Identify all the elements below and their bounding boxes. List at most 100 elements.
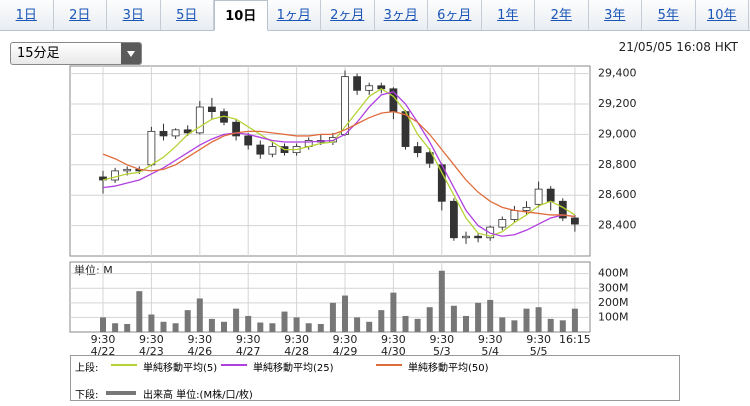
candle-body: [207, 106, 216, 113]
x-tick-label: 9:30 4/30: [381, 333, 406, 358]
legend-upper-label: 上段:: [75, 363, 99, 374]
period-tab[interactable]: 3ヶ月: [375, 0, 428, 30]
candle-body: [510, 209, 519, 220]
volume-bar: [112, 323, 119, 332]
y-tick-label: 29,200: [598, 97, 637, 110]
y-tick-label: 28,600: [598, 188, 637, 201]
volume-bar: [172, 323, 179, 332]
legend-swatch: [106, 391, 136, 395]
volume-bar: [269, 323, 276, 332]
volume-bar: [402, 315, 409, 332]
candle-body: [498, 219, 507, 228]
candle-body: [425, 152, 434, 164]
x-tick-label: 9:30 4/23: [139, 333, 164, 358]
candle-body: [244, 135, 253, 146]
volume-bar: [414, 318, 421, 332]
legend-entry: 単純移動平均(25): [253, 363, 334, 374]
volume-bar: [571, 308, 578, 332]
volume-bar: [438, 270, 445, 332]
x-tick-label: 9:30 5/4: [477, 333, 503, 358]
period-tab[interactable]: 3年: [589, 0, 642, 30]
period-tab[interactable]: 10日: [214, 0, 268, 31]
volume-bar: [523, 308, 530, 332]
volume-bar: [450, 305, 457, 332]
ma-line: [102, 91, 575, 237]
volume-bar: [257, 322, 264, 332]
candle-body: [111, 170, 119, 181]
x-tick-label: 9:30 4/29: [332, 333, 358, 358]
candle-body: [147, 130, 156, 166]
period-tab[interactable]: 5年: [642, 0, 696, 30]
volume-bar: [184, 310, 191, 332]
volume-bar: [390, 292, 397, 332]
candle-body: [413, 146, 422, 154]
x-tick-label: 9:30 4/28: [284, 333, 309, 358]
volume-bar: [148, 314, 155, 332]
candle-body: [195, 106, 204, 134]
volume-bar: [317, 323, 324, 332]
period-tab[interactable]: 6ヶ月: [428, 0, 482, 30]
legend-entry: 単純移動平均(5): [143, 363, 218, 374]
legend-swatch: [221, 364, 247, 366]
candle-body: [474, 235, 483, 239]
volume-bar: [426, 307, 433, 332]
volume-bar: [535, 307, 542, 332]
y-tick-label: 29,000: [598, 127, 637, 140]
candle-body: [183, 129, 192, 134]
period-tab[interactable]: 5日: [161, 0, 214, 30]
volume-bar: [378, 310, 385, 332]
volume-bar: [547, 318, 554, 332]
candle-body: [256, 144, 265, 155]
y-tick-label: 29,400: [598, 67, 637, 80]
period-tab[interactable]: 3日: [107, 0, 161, 30]
legend-lower-label: 下段:: [75, 390, 99, 401]
y-tick-label: 200M: [598, 296, 629, 309]
period-tab[interactable]: 1ヶ月: [268, 0, 321, 30]
candle-body: [159, 130, 168, 137]
y-tick-label: 400M: [598, 267, 629, 280]
candle-body: [268, 146, 277, 155]
x-tick-label: 9:30 4/22: [90, 333, 116, 358]
candle-body: [123, 168, 132, 172]
volume-bar: [511, 320, 518, 332]
x-tick-label: 9:30 4/27: [235, 333, 261, 358]
x-tick-label: 9:30 5/5: [526, 333, 551, 358]
volume-unit: 単位: M: [74, 263, 113, 277]
volume-bar: [124, 323, 131, 332]
ma-line: [102, 88, 576, 237]
period-tab[interactable]: 2年: [535, 0, 589, 30]
volume-bar: [366, 321, 373, 332]
x-tick-label: 16:15: [559, 333, 591, 346]
period-tab[interactable]: 1年: [482, 0, 535, 30]
volume-bar: [342, 295, 348, 332]
x-tick-label: 9:30 5/3: [429, 333, 455, 358]
volume-bar: [354, 317, 361, 332]
interval-text: 15分足: [17, 46, 60, 61]
legend: 上段: 下段: 単純移動平均(5) 単純移動平均(25) 単純移動平均(50) 出来高…: [70, 355, 680, 401]
candle-body: [546, 188, 555, 202]
ma-line: [102, 110, 575, 218]
dropdown-arrow: [121, 43, 141, 64]
period-tab[interactable]: 2ヶ月: [321, 0, 375, 30]
candle-body: [365, 85, 374, 91]
y-tick-label: 28,800: [598, 158, 637, 171]
volume-bar: [487, 299, 494, 332]
x-tick-label: 9:30 4/26: [187, 333, 213, 358]
timestamp: 21/05/05 16:08 HKT: [618, 40, 738, 54]
volume-bar: [100, 317, 106, 332]
legend-entry: 単純移動平均(50): [408, 363, 489, 374]
period-tab[interactable]: 2日: [54, 0, 107, 30]
candle-body: [353, 76, 362, 91]
period-tab[interactable]: 10年: [696, 0, 749, 30]
candle-body: [341, 76, 349, 135]
volume-bar: [245, 315, 252, 332]
candle-body: [571, 217, 579, 225]
candle-body: [171, 129, 180, 137]
period-tab[interactable]: 1日: [0, 0, 54, 30]
interval-select[interactable]: 15分足: [10, 42, 142, 65]
volume-bar: [559, 320, 566, 332]
y-tick-label: 300M: [598, 281, 629, 294]
volume-bar: [221, 321, 227, 332]
